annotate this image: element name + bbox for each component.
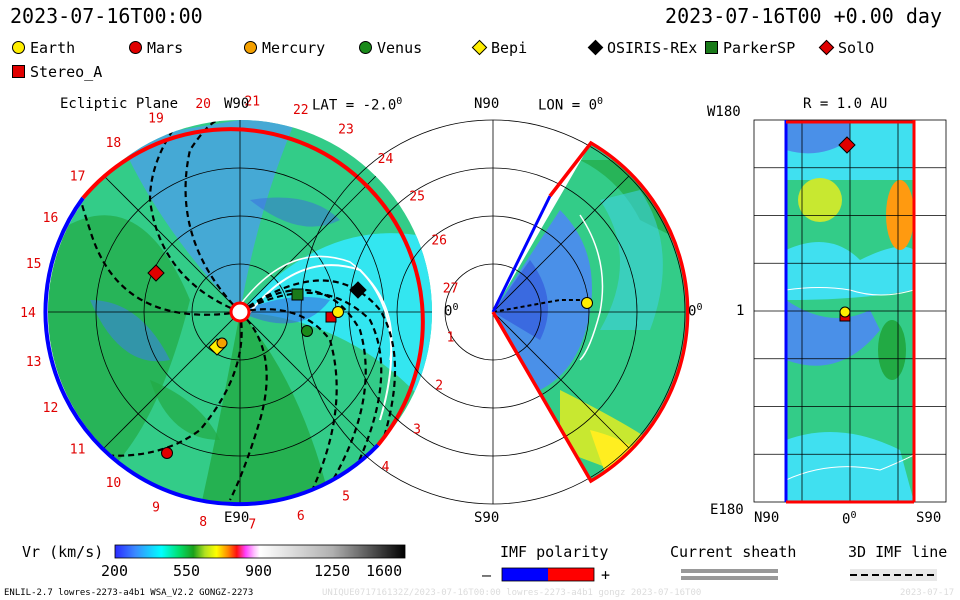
footer-model-info: ENLIL-2.7 lowres-2273-a4b1 WSA_V2.2 GONG… <box>4 588 254 598</box>
latlon-bottom-left-label: E180 <box>710 502 744 518</box>
carrington-label: 22 <box>293 103 309 118</box>
legend-label: ParkerSP <box>723 39 796 57</box>
carrington-label: 2 <box>435 379 443 394</box>
carrington-label: 15 <box>26 257 42 272</box>
earth-marker-icon <box>12 41 25 54</box>
latlon-x-label-n90: N90 <box>754 510 780 526</box>
colorbar-tick: 1250 <box>314 562 351 580</box>
mars-marker-icon <box>129 41 142 54</box>
parkersp-marker <box>291 288 304 301</box>
datetime-left: 2023-07-16T00:00 <box>10 4 203 28</box>
carrington-label: 25 <box>409 190 425 205</box>
legend-label: Stereo_A <box>30 63 103 81</box>
imf-line-swatch-bg <box>850 569 937 581</box>
legend-label: Earth <box>30 39 76 57</box>
carrington-label: 1 <box>447 331 455 346</box>
osiris-rex-marker <box>349 281 367 299</box>
carrington-label: 19 <box>148 111 164 126</box>
latlon-title: R = 1.0 AU <box>803 96 888 112</box>
carrington-label: 10 <box>106 476 122 491</box>
latlon-mid-left-label: 1 <box>736 303 745 319</box>
carrington-label: 9 <box>152 501 160 516</box>
meridional-bottom-label: S90 <box>474 510 500 526</box>
footer-watermark: UNIQUE071716132Z/2023-07-16T00:00 lowres… <box>322 588 702 598</box>
carrington-label: 12 <box>43 401 59 416</box>
legend-label: Mercury <box>262 39 326 57</box>
carrington-label: 4 <box>382 460 390 475</box>
carrington-label: 13 <box>26 355 42 370</box>
earth-marker-latlon <box>839 306 851 318</box>
carrington-label: 5 <box>342 490 350 505</box>
carrington-label: 18 <box>106 136 122 151</box>
colorbar-tick: 550 <box>173 562 201 580</box>
imf-line-title: 3D IMF line <box>848 543 948 561</box>
venus-marker <box>301 325 313 337</box>
mercury-marker-icon <box>244 41 257 54</box>
current-sheath-swatch-top <box>681 569 778 573</box>
mercury-marker <box>216 337 228 349</box>
footer-right: 2023-07-17 <box>900 588 955 598</box>
datetime-right: 2023-07-16T00 +0.00 day <box>665 4 942 28</box>
legend-label: Bepi <box>491 39 528 57</box>
imf-negative-swatch <box>502 568 548 581</box>
ecliptic-bottom-label: E90 <box>224 510 250 526</box>
latlon-x-label-s90: S90 <box>916 510 942 526</box>
carrington-label: 11 <box>70 442 86 457</box>
ecliptic-right-label: 00 <box>444 302 459 320</box>
carrington-label: 14 <box>20 306 36 321</box>
imf-minus-label: – <box>482 566 492 584</box>
carrington-label: 26 <box>431 234 447 249</box>
current-sheath-swatch-bottom <box>681 576 778 580</box>
carrington-label: 23 <box>338 122 354 137</box>
imf-plus-label: + <box>601 566 611 584</box>
mars-marker <box>161 447 173 459</box>
ecliptic-title: Ecliptic Plane <box>60 96 179 112</box>
colorbar-tick: 900 <box>245 562 273 580</box>
carrington-label: 6 <box>297 509 305 524</box>
carrington-label: 7 <box>248 518 256 533</box>
meridional-top-label: N90 <box>474 96 500 112</box>
imf-positive-swatch <box>548 568 594 581</box>
carrington-label: 21 <box>244 94 260 109</box>
current-sheath-title: Current sheath <box>670 543 797 561</box>
earth-marker-meridional <box>581 297 593 309</box>
carrington-label: 16 <box>43 211 59 226</box>
colorbar-tick: 1600 <box>366 562 403 580</box>
latlon-x-label-0: 00 <box>842 510 857 528</box>
solo-marker-latlon <box>838 136 856 154</box>
latlon-panel <box>753 119 947 504</box>
venus-marker-icon <box>359 41 372 54</box>
meridional-right-label: 00 <box>688 302 703 320</box>
imf-polarity-title: IMF polarity <box>500 543 609 561</box>
ecliptic-lat-label: LAT = -2.00 <box>312 96 403 114</box>
stereo-a-marker-icon <box>12 65 25 78</box>
carrington-label: 3 <box>413 423 421 438</box>
legend-label: Venus <box>377 39 423 57</box>
solo-marker <box>147 264 165 282</box>
carrington-label: 8 <box>199 515 207 530</box>
carrington-label: 17 <box>70 170 86 185</box>
object-markers <box>147 136 856 459</box>
velocity-colorbar <box>114 544 406 559</box>
legend-label: OSIRIS-REx <box>607 39 698 57</box>
legend-label: Mars <box>147 39 184 57</box>
latlon-top-left-label: W180 <box>707 104 741 120</box>
carrington-label: 27 <box>443 281 459 296</box>
ecliptic-panel <box>43 120 432 507</box>
parkersp-marker-icon <box>705 41 718 54</box>
carrington-label: 20 <box>195 97 211 112</box>
legend-label: SolO <box>838 39 875 57</box>
earth-marker <box>332 306 344 318</box>
colorbar-tick: 200 <box>101 562 129 580</box>
ecliptic-top-label: W90 <box>224 96 250 112</box>
carrington-label: 24 <box>378 152 394 167</box>
colorbar-title: Vr (km/s) <box>22 543 104 561</box>
meridional-lon-label: LON = 00 <box>538 96 604 114</box>
